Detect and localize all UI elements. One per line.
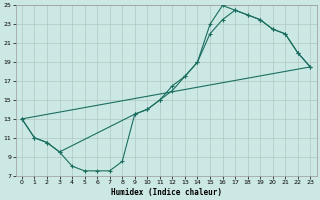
X-axis label: Humidex (Indice chaleur): Humidex (Indice chaleur) xyxy=(111,188,221,197)
